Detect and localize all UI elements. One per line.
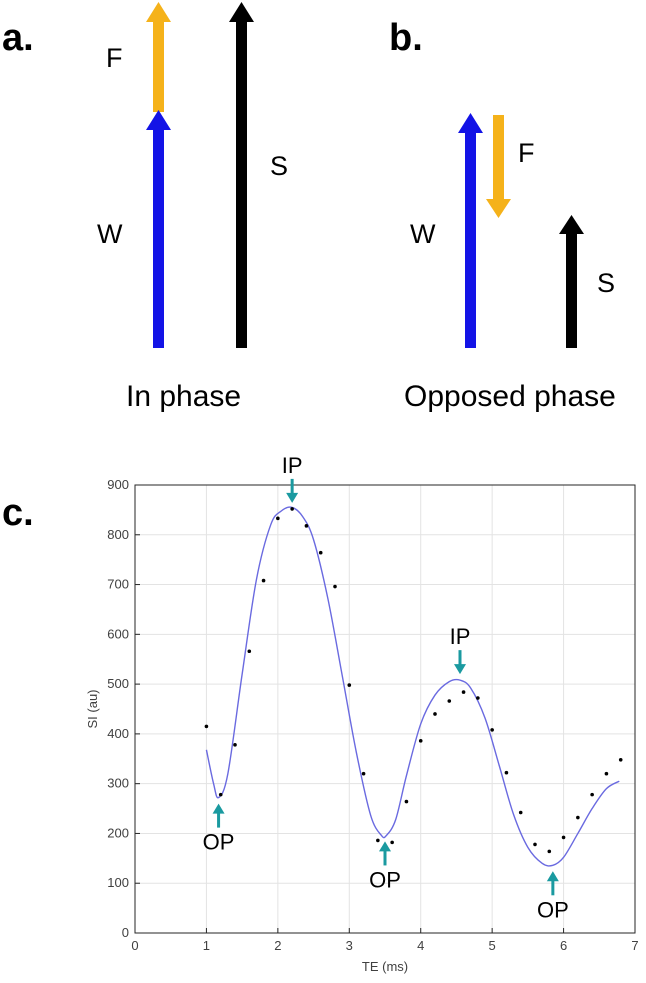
vector-arrow-w — [146, 110, 171, 348]
annotation-arrowhead — [379, 841, 391, 852]
y-tick-label: 100 — [107, 875, 129, 890]
data-point — [218, 792, 223, 797]
vector-arrow-f — [146, 2, 171, 112]
annotation-label-ip: IP — [450, 624, 471, 649]
y-tick-label: 600 — [107, 626, 129, 641]
panel-b-label: b. — [389, 17, 423, 59]
annotation-arrowhead — [212, 803, 225, 814]
annotation-arrowhead — [546, 871, 559, 882]
x-tick-label: 6 — [560, 938, 567, 953]
vector-arrow-w — [458, 113, 483, 348]
y-axis-label: SI (au) — [85, 689, 100, 728]
vector-label-w: W — [410, 219, 436, 249]
x-tick-label: 0 — [131, 938, 138, 953]
data-point — [404, 799, 409, 804]
y-tick-label: 0 — [122, 925, 129, 940]
panel-c: c. 0 1 2 3 4 5 6 7 0 100 200 300 400 500 600 700 800 900 T… — [2, 453, 639, 974]
data-point — [576, 815, 580, 820]
data-point — [247, 649, 252, 654]
y-tick-label: 500 — [107, 676, 129, 691]
panel-b: b. W F S Opposed phase — [389, 17, 616, 413]
data-point — [290, 507, 294, 511]
y-tick-label: 800 — [107, 527, 129, 542]
y-tick-label: 200 — [107, 825, 129, 840]
data-point — [504, 770, 509, 775]
vector-label-s: S — [270, 151, 288, 181]
x-tick-label: 5 — [489, 938, 496, 953]
x-tick-label: 1 — [203, 938, 210, 953]
x-tick-label: 7 — [631, 938, 638, 953]
data-point — [533, 842, 537, 847]
data-point — [418, 739, 423, 743]
y-tick-label: 700 — [107, 577, 129, 592]
panel-a-caption: In phase — [126, 380, 241, 413]
data-point — [261, 578, 266, 583]
data-point — [433, 712, 437, 716]
vector-arrow-s — [559, 215, 584, 348]
vector-label-f: F — [518, 138, 535, 168]
data-point — [318, 550, 323, 555]
x-tick-label: 3 — [346, 938, 353, 953]
y-tick-label: 400 — [107, 726, 129, 741]
x-tick-label: 2 — [274, 938, 281, 953]
data-point — [590, 792, 594, 797]
vector-label-s: S — [597, 268, 615, 298]
panel-b-caption: Opposed phase — [404, 380, 616, 413]
data-point — [461, 690, 466, 694]
plot-frame — [134, 484, 636, 934]
data-point — [476, 696, 480, 700]
panel-a-label: a. — [2, 17, 34, 59]
data-point — [447, 699, 452, 703]
fit-curve — [205, 506, 620, 867]
data-point — [276, 516, 280, 521]
data-point — [490, 728, 494, 732]
data-point — [561, 835, 566, 840]
te-signal-chart: 0 1 2 3 4 5 6 7 0 100 200 300 400 500 600 700 800 900 TE (… — [85, 453, 639, 974]
data-point — [604, 771, 609, 776]
data-point — [304, 524, 309, 528]
vector-arrow-s — [229, 2, 254, 348]
vector-label-w: W — [97, 219, 123, 249]
data-point — [390, 840, 394, 845]
annotation-arrowhead — [286, 492, 299, 503]
annotation-label-op: OP — [537, 897, 569, 922]
data-point — [618, 757, 623, 762]
annotation-arrowhead — [454, 664, 466, 675]
x-tick-label: 4 — [417, 938, 424, 953]
panel-c-label: c. — [2, 492, 34, 534]
data-point — [233, 743, 237, 747]
data-point — [333, 584, 337, 589]
y-tick-label: 300 — [107, 776, 129, 791]
y-tick-label: 900 — [107, 477, 129, 492]
data-point — [547, 849, 552, 854]
data-point — [347, 683, 352, 687]
annotation-label-op: OP — [203, 830, 235, 855]
data-point — [204, 724, 209, 729]
annotation-label-ip: IP — [282, 453, 303, 478]
data-point — [518, 810, 523, 815]
vector-arrow-f — [486, 115, 511, 218]
annotation-label-op: OP — [369, 867, 401, 892]
panel-a: a. F W S In phase — [2, 2, 288, 413]
data-point — [361, 771, 366, 776]
data-point — [376, 838, 380, 843]
vector-label-f: F — [106, 43, 123, 73]
x-axis-label: TE (ms) — [362, 959, 408, 974]
